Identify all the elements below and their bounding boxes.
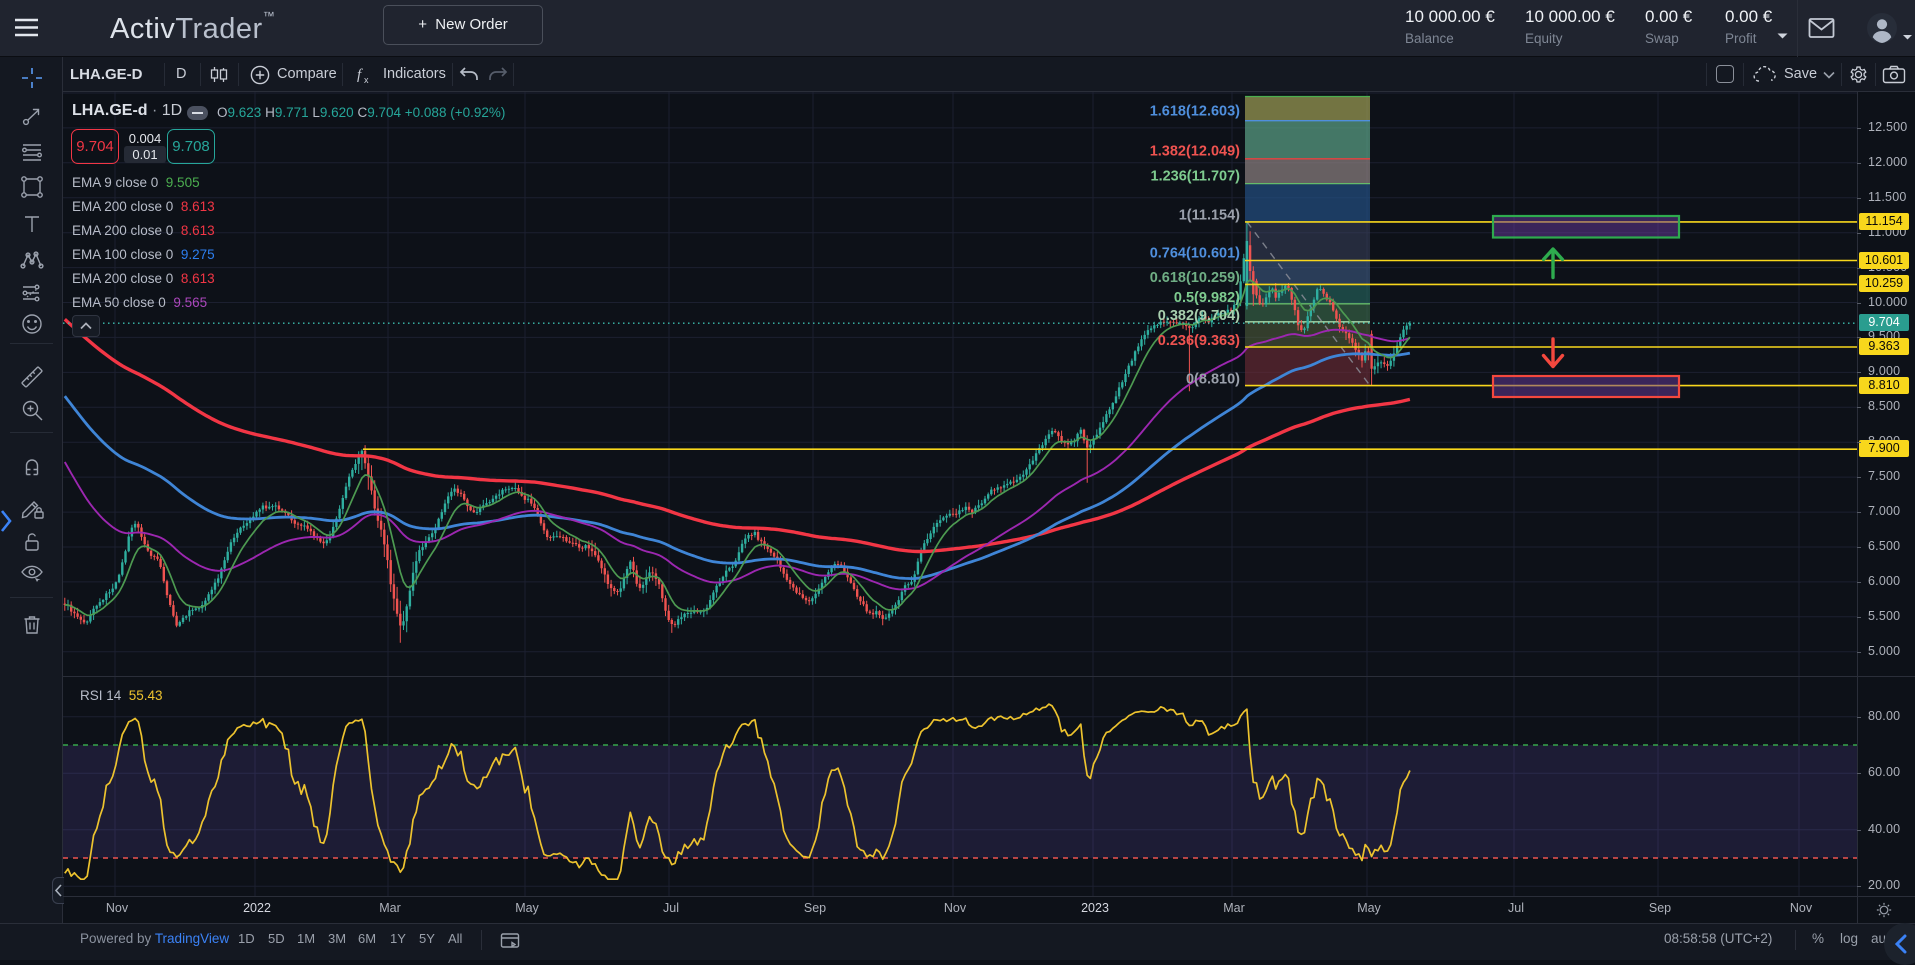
svg-text:x: x: [364, 75, 369, 85]
svg-text:0.382(9.704): 0.382(9.704): [1158, 308, 1240, 324]
svg-text:1(11.154): 1(11.154): [1179, 208, 1240, 224]
svg-text:f: f: [357, 67, 363, 83]
svg-text:0.5(9.982): 0.5(9.982): [1174, 290, 1240, 306]
svg-text:0.618(10.259): 0.618(10.259): [1150, 270, 1240, 286]
svg-text:0.236(9.363): 0.236(9.363): [1158, 333, 1240, 349]
svg-text:1.618(12.603): 1.618(12.603): [1150, 104, 1240, 120]
svg-text:0.764(10.601): 0.764(10.601): [1150, 246, 1240, 262]
svg-text:1.382(12.049): 1.382(12.049): [1150, 144, 1240, 160]
svg-text:0(8.810): 0(8.810): [1186, 372, 1240, 388]
svg-text:1.236(11.707): 1.236(11.707): [1151, 169, 1241, 185]
